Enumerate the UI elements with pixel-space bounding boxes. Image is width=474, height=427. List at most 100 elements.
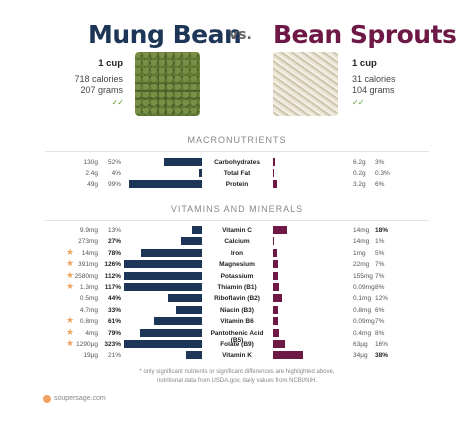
nutrient-name: Vitamin B6 <box>220 318 254 326</box>
left-serving: 1 cup <box>98 58 123 69</box>
left-check-icon: ✓✓ <box>111 97 124 107</box>
left-percent: 117% <box>104 284 121 291</box>
nutrient-name: Riboflavin (B2) <box>214 295 260 303</box>
left-bar <box>141 248 202 257</box>
right-percent: 5% <box>375 249 385 257</box>
left-bar <box>163 158 202 166</box>
right-bar <box>273 317 279 326</box>
right-bar <box>273 294 283 303</box>
right-amount: 0.09mg <box>353 284 375 291</box>
right-percent: 0.3% <box>375 170 390 177</box>
soupersage-logo-icon <box>43 395 51 403</box>
nutrient-name: Carbohydrates <box>214 159 260 166</box>
right-percent: 7% <box>375 272 385 280</box>
right-grams: 104 grams <box>352 85 395 95</box>
left-percent: 61% <box>107 318 121 326</box>
left-amount: 0.5mg <box>79 295 98 303</box>
right-bar <box>273 169 274 177</box>
left-percent: 78% <box>107 249 121 257</box>
nutrient-row: ★ 2580mg 112% Potassium 155mg 7% <box>0 269 474 282</box>
right-bar <box>273 328 280 337</box>
left-amount: 14mg <box>81 249 98 257</box>
right-percent: 8% <box>375 284 385 291</box>
left-percent: 99% <box>107 181 121 188</box>
left-percent: 323% <box>104 341 121 348</box>
right-amount: 155mg <box>353 272 373 280</box>
nutrient-row: 273mg 27% Calcium 14mg 1% <box>0 236 474 247</box>
versus-label: vs. <box>229 27 252 43</box>
left-bar <box>185 351 202 360</box>
right-bar <box>273 180 278 188</box>
nutrient-row: ★ 0.8mg 61% Vitamin B6 0.09mg 7% <box>0 315 474 327</box>
nutrient-row: 19µg 21% Vitamin K 34µg 38% <box>0 350 474 361</box>
left-amount: 9.9mg <box>79 227 98 234</box>
nutrient-name: Niacin (B3) <box>220 306 254 314</box>
right-percent: 12% <box>375 295 389 303</box>
left-percent: 4% <box>111 170 121 177</box>
left-percent: 112% <box>104 272 121 280</box>
left-percent: 126% <box>104 261 121 269</box>
right-bar <box>273 260 279 269</box>
nutrient-name: Potassium <box>220 272 254 280</box>
left-amount: 1290µg <box>76 341 98 348</box>
nutrient-row: 49g 99% Protein 3.2g 6% <box>0 179 474 190</box>
vitamin-divider <box>45 220 429 221</box>
right-calories: 31 calories <box>352 73 396 84</box>
left-bar <box>124 283 202 291</box>
right-amount: 63µg <box>353 341 368 348</box>
nutrient-name: Vitamin K <box>222 352 252 360</box>
mung-bean-image <box>135 52 200 116</box>
right-bar <box>273 226 288 234</box>
right-serving-info: 1 cup 31 calories 104 grams ✓✓ <box>352 58 396 108</box>
left-bar <box>154 317 202 326</box>
left-amount: 2580mg <box>74 272 99 280</box>
left-calories: 718 calories <box>74 73 123 84</box>
right-bar <box>273 158 276 166</box>
left-grams: 207 grams <box>80 85 123 95</box>
left-percent: 79% <box>107 329 121 337</box>
left-bar <box>128 180 202 188</box>
right-bar <box>273 271 279 280</box>
left-amount: 19µg <box>83 352 98 360</box>
right-bar <box>273 248 277 257</box>
left-amount: 0.8mg <box>79 318 98 326</box>
nutrient-row: ★ 391mg 126% Magnesium 22mg 7% <box>0 258 474 270</box>
left-percent: 52% <box>107 159 121 166</box>
nutrient-row: 4.7mg 33% Niacin (B3) 0.8mg 6% <box>0 305 474 316</box>
left-percent: 33% <box>107 306 121 314</box>
right-amount: 14mg <box>353 227 370 234</box>
right-bar <box>273 237 274 246</box>
left-bar <box>124 340 202 348</box>
footnote-line-2: nutritional data from USDA.gov, daily va… <box>156 378 318 384</box>
brand-link[interactable]: soupersage.com <box>54 395 106 402</box>
nutrient-row: 0.5mg 44% Riboflavin (B2) 0.1mg 12% <box>0 293 474 304</box>
left-amount: 391mg <box>78 261 98 269</box>
right-percent: 18% <box>375 227 389 234</box>
right-percent: 16% <box>375 341 389 348</box>
right-food-title: Bean Sprouts <box>273 20 457 49</box>
left-food-title: Mung Bean <box>88 20 242 49</box>
left-bar <box>199 169 202 177</box>
right-amount: 22mg <box>353 261 370 269</box>
nutrient-row: ★ 1.3mg 117% Thiamin (B1) 0.09mg 8% <box>0 281 474 293</box>
star-icon: ★ <box>66 246 75 257</box>
star-icon: ★ <box>66 269 75 280</box>
right-amount: 0.4mg <box>353 329 372 337</box>
left-amount: 49g <box>87 181 98 188</box>
right-percent: 3% <box>375 159 385 166</box>
nutrient-name: Protein <box>225 181 249 188</box>
left-amount: 4mg <box>85 329 98 337</box>
right-amount: 0.1mg <box>353 295 372 303</box>
right-bar <box>273 305 278 314</box>
left-percent: 27% <box>107 238 121 246</box>
right-amount: 14mg <box>353 238 370 246</box>
right-percent: 7% <box>375 261 385 269</box>
right-serving: 1 cup <box>352 58 377 69</box>
star-icon: ★ <box>66 338 75 348</box>
right-percent: 38% <box>375 352 389 360</box>
star-icon: ★ <box>66 315 75 326</box>
right-amount: 0.09mg <box>353 318 375 326</box>
nutrient-row: ★ 1290µg 323% Folate (B9) 63µg 16% <box>0 338 474 350</box>
left-bar <box>191 226 202 234</box>
nutrient-row: ★ 4mg 79% Pantothenic Acid (B5) 0.4mg 8% <box>0 327 474 344</box>
